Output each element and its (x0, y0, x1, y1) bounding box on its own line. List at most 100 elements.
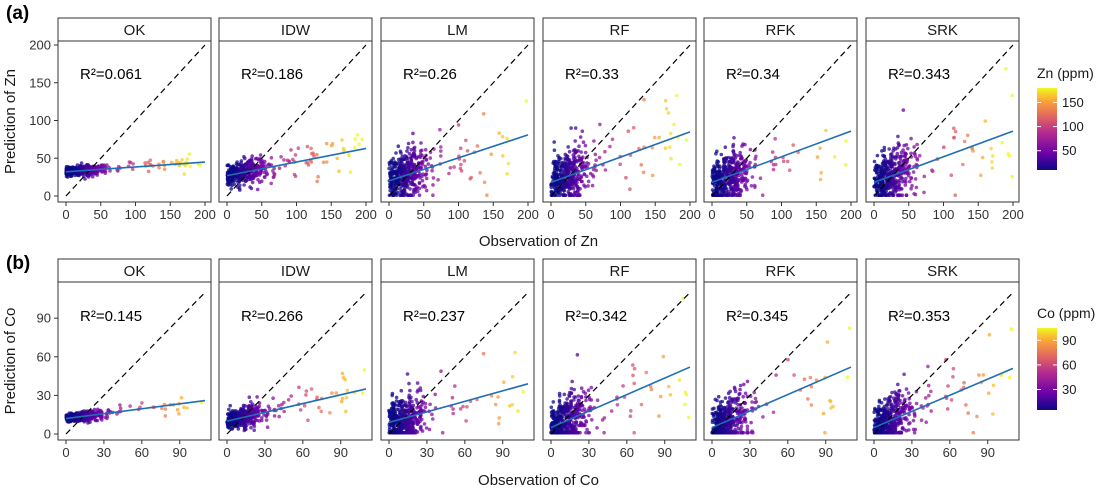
data-point (355, 133, 360, 137)
data-point (271, 169, 275, 173)
data-point (919, 418, 924, 423)
data-point (240, 164, 244, 168)
identity-line (711, 292, 852, 435)
data-point (406, 146, 410, 150)
data-point (409, 182, 414, 187)
data-point (890, 185, 895, 189)
data-point (586, 184, 590, 188)
data-point (658, 394, 663, 399)
data-point (513, 350, 517, 355)
facet-label: LM (447, 22, 468, 39)
data-point (786, 357, 790, 362)
data-point (239, 159, 244, 163)
x-tick-label: 0 (708, 207, 715, 222)
data-point (309, 160, 314, 164)
scatter-points (549, 93, 689, 197)
data-point (562, 430, 567, 435)
data-point (880, 172, 884, 177)
r2-label: R²=0.26 (403, 66, 457, 83)
data-point (287, 159, 291, 164)
data-point (585, 427, 589, 432)
data-point (277, 166, 282, 170)
data-point (575, 159, 579, 164)
data-point (422, 422, 427, 426)
data-point (582, 415, 586, 419)
x-tick-label: 200 (194, 207, 216, 222)
data-point (573, 139, 577, 143)
data-point (559, 430, 564, 435)
data-point (744, 179, 749, 184)
data-point (922, 190, 926, 195)
data-point (183, 163, 188, 168)
data-point (403, 154, 407, 158)
data-point (668, 393, 673, 397)
data-point (554, 172, 559, 177)
identity-line (226, 292, 367, 435)
data-point (952, 126, 956, 131)
y-axis-title: Prediction of Zn (2, 69, 19, 174)
data-point (883, 397, 887, 401)
x-tick-label: 30 (743, 445, 757, 460)
data-point (296, 146, 301, 150)
data-point (739, 188, 744, 193)
data-point (237, 179, 241, 183)
data-point (105, 163, 109, 167)
data-point (438, 127, 442, 132)
data-point (714, 187, 718, 191)
data-point (917, 153, 922, 158)
data-point (983, 119, 988, 123)
data-point (551, 161, 555, 165)
x-tick-label: 60 (135, 445, 149, 460)
data-point (348, 170, 353, 174)
data-point (408, 424, 413, 429)
r2-label: R²=0.33 (565, 66, 619, 83)
data-point (309, 146, 313, 151)
data-point (745, 424, 750, 429)
y-tick-label: 150 (29, 75, 51, 90)
data-point (650, 146, 655, 150)
data-point (563, 162, 568, 166)
x-tick-label: 100 (125, 207, 147, 222)
data-point (743, 417, 748, 421)
data-point (570, 427, 574, 432)
data-point (552, 148, 557, 152)
data-point (667, 384, 671, 389)
data-point (717, 405, 721, 410)
data-point (873, 168, 877, 172)
data-point (743, 182, 748, 187)
data-point (752, 183, 757, 188)
data-point (251, 173, 255, 178)
data-point (557, 157, 561, 161)
data-point (431, 183, 435, 187)
data-point (406, 141, 411, 146)
data-point (399, 388, 404, 393)
data-point (712, 164, 716, 168)
data-point (770, 150, 775, 154)
data-point (411, 140, 415, 145)
data-point (586, 179, 591, 184)
r2-label: R²=0.34 (726, 66, 780, 83)
data-point (595, 398, 600, 403)
data-point (595, 426, 599, 430)
data-point (260, 416, 264, 420)
regression-line (711, 366, 852, 429)
data-point (399, 151, 403, 155)
data-point (603, 168, 608, 172)
data-point (404, 184, 408, 189)
data-point (558, 415, 562, 420)
data-point (880, 149, 884, 153)
data-point (84, 166, 88, 170)
data-point (904, 180, 908, 184)
data-point (398, 187, 403, 191)
data-point (721, 173, 725, 177)
scatter-points (225, 133, 365, 192)
data-point (1010, 93, 1014, 98)
data-point (901, 108, 906, 112)
data-point (330, 391, 334, 395)
data-point (728, 409, 732, 413)
data-point (672, 122, 676, 127)
data-point (910, 183, 914, 188)
data-point (900, 179, 905, 184)
